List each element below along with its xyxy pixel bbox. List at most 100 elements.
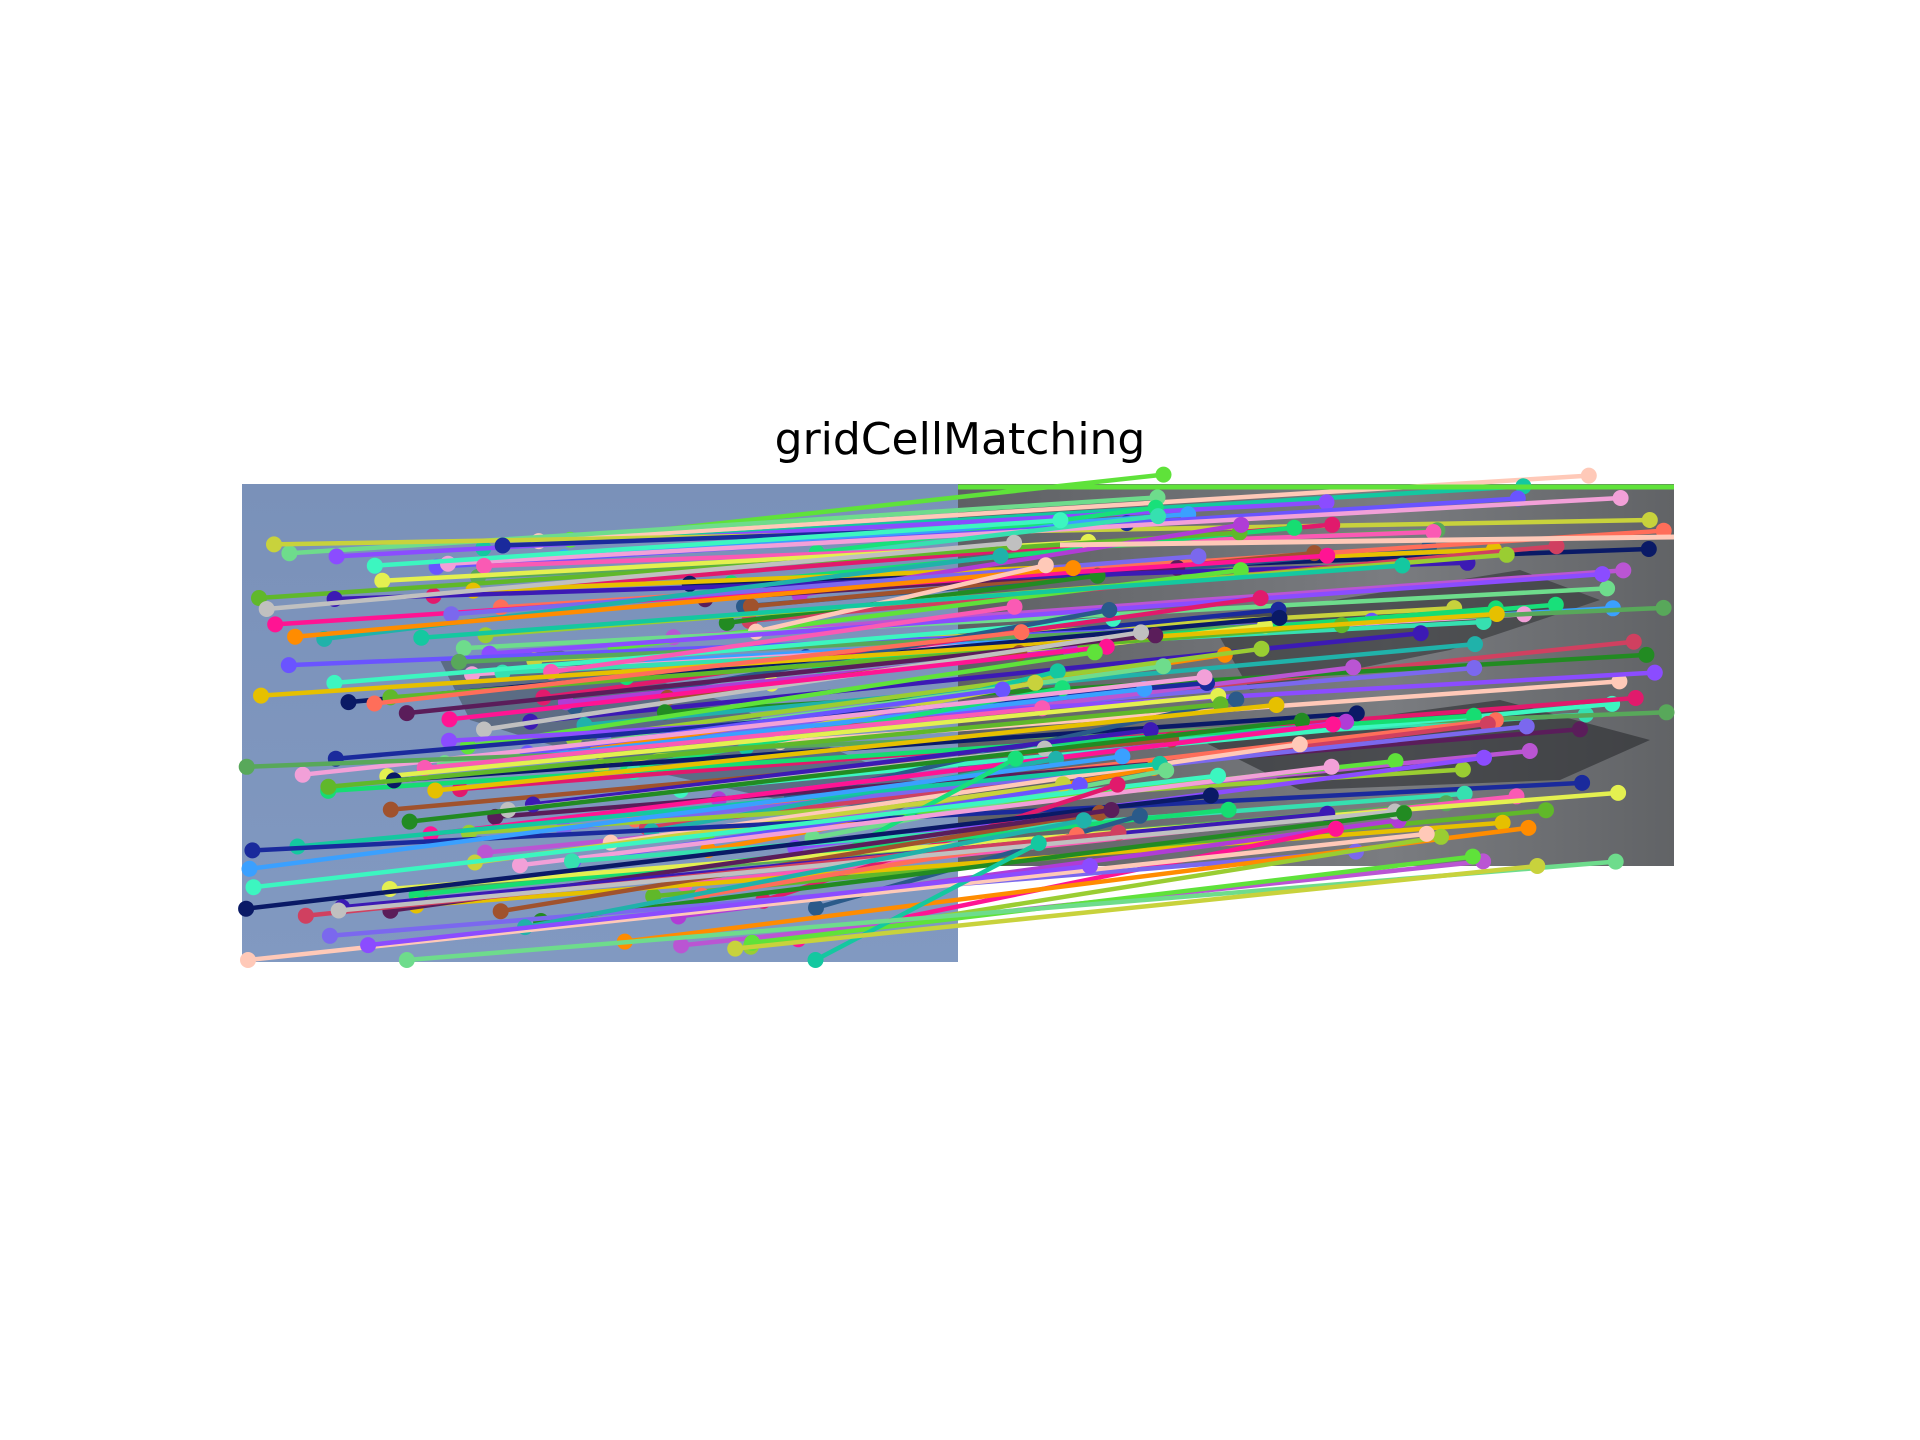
match-keypoint — [1387, 753, 1404, 770]
match-line — [467, 650, 1096, 749]
match-keypoint — [401, 813, 418, 830]
match-keypoint — [1065, 560, 1082, 577]
match-keypoint — [1467, 636, 1483, 653]
match-line — [673, 568, 1624, 640]
match-keypoint — [1599, 580, 1616, 597]
match-keypoint — [808, 899, 824, 916]
match-lines-layer — [238, 466, 1675, 968]
match-keypoint — [441, 711, 458, 728]
match-keypoint — [1293, 712, 1310, 729]
match-keypoint — [1081, 858, 1098, 874]
match-keypoint — [564, 853, 580, 870]
match-keypoint — [1627, 690, 1644, 706]
match-keypoint — [1319, 547, 1336, 564]
match-keypoint — [994, 681, 1011, 698]
match-keypoint — [1037, 557, 1054, 574]
match-keypoint — [1271, 609, 1288, 626]
match-keypoint — [1465, 707, 1482, 724]
match-keypoint — [443, 606, 460, 623]
match-keypoint — [398, 705, 415, 722]
match-line — [253, 773, 1219, 890]
match-line — [294, 565, 1074, 639]
match-line — [563, 724, 1527, 831]
match-line — [374, 629, 1022, 706]
match-keypoint — [1638, 646, 1655, 663]
match-keypoint — [1098, 638, 1115, 655]
match-keypoint — [1109, 776, 1126, 793]
match-keypoint — [258, 601, 275, 617]
match-keypoint — [1233, 516, 1250, 533]
match-keypoint — [1142, 722, 1159, 739]
match-keypoint — [360, 937, 377, 954]
match-line — [328, 702, 1221, 790]
match-keypoint — [1538, 802, 1554, 819]
match-line — [409, 718, 1303, 824]
match-keypoint — [1658, 704, 1675, 721]
match-keypoint — [1006, 534, 1023, 551]
match-line — [435, 702, 1277, 793]
match-keypoint — [266, 536, 282, 553]
match-keypoint — [1114, 748, 1131, 765]
match-keypoint — [253, 687, 269, 704]
match-keypoint — [280, 657, 297, 674]
match-keypoint — [297, 907, 314, 924]
match-keypoint — [1286, 519, 1303, 536]
match-keypoint — [1338, 713, 1355, 730]
match-keypoint — [238, 758, 255, 775]
match-keypoint — [1323, 758, 1340, 775]
match-line — [416, 820, 1503, 908]
match-line — [547, 686, 1145, 758]
match-keypoint — [1075, 812, 1092, 829]
match-keypoint — [427, 782, 444, 799]
match-keypoint — [673, 937, 690, 954]
match-keypoint — [1494, 814, 1511, 831]
match-keypoint — [374, 572, 391, 589]
match-line — [755, 563, 1047, 634]
match-keypoint — [727, 940, 744, 957]
match-keypoint — [1027, 674, 1044, 691]
match-keypoint — [267, 616, 284, 633]
match-line — [430, 722, 1334, 837]
match-keypoint — [1394, 557, 1411, 574]
match-keypoint — [1268, 697, 1285, 713]
match-keypoint — [1580, 467, 1597, 484]
match-keypoint — [366, 695, 383, 712]
match-keypoint — [476, 721, 492, 738]
match-keypoint — [1521, 743, 1538, 759]
match-keypoint — [1574, 774, 1591, 791]
match-keypoint — [1607, 853, 1624, 870]
match-keypoint — [1252, 590, 1269, 607]
match-keypoint — [494, 537, 511, 554]
match-keypoint — [1013, 624, 1030, 641]
match-keypoint — [1052, 512, 1069, 529]
match-keypoint — [294, 766, 311, 783]
match-keypoint — [1646, 664, 1663, 681]
match-line — [389, 790, 1619, 892]
match-line — [814, 841, 1040, 962]
match-keypoint — [1396, 805, 1412, 822]
match-line — [421, 563, 1403, 640]
match-line — [367, 863, 1091, 948]
match-keypoint — [241, 860, 258, 877]
match-keypoint — [413, 629, 430, 646]
match-line — [573, 646, 1262, 742]
match-keypoint — [1547, 596, 1564, 613]
match-keypoint — [1548, 538, 1565, 555]
match-line — [540, 811, 1405, 924]
match-keypoint — [1318, 494, 1335, 511]
match-keypoint — [1641, 512, 1658, 528]
match-keypoint — [441, 732, 457, 749]
match-keypoint — [1655, 599, 1672, 616]
match-keypoint — [1210, 767, 1226, 784]
match-keypoint — [1464, 848, 1481, 865]
match-keypoint — [1572, 721, 1588, 738]
match-keypoint — [1466, 660, 1483, 676]
match-keypoint — [238, 900, 255, 917]
match-keypoint — [1610, 784, 1627, 801]
match-line — [260, 611, 1497, 698]
match-keypoint — [1325, 716, 1341, 733]
match-line — [734, 863, 1538, 951]
match-keypoint — [1158, 762, 1175, 779]
match-keypoint — [1155, 466, 1172, 483]
match-keypoint — [1418, 825, 1435, 842]
